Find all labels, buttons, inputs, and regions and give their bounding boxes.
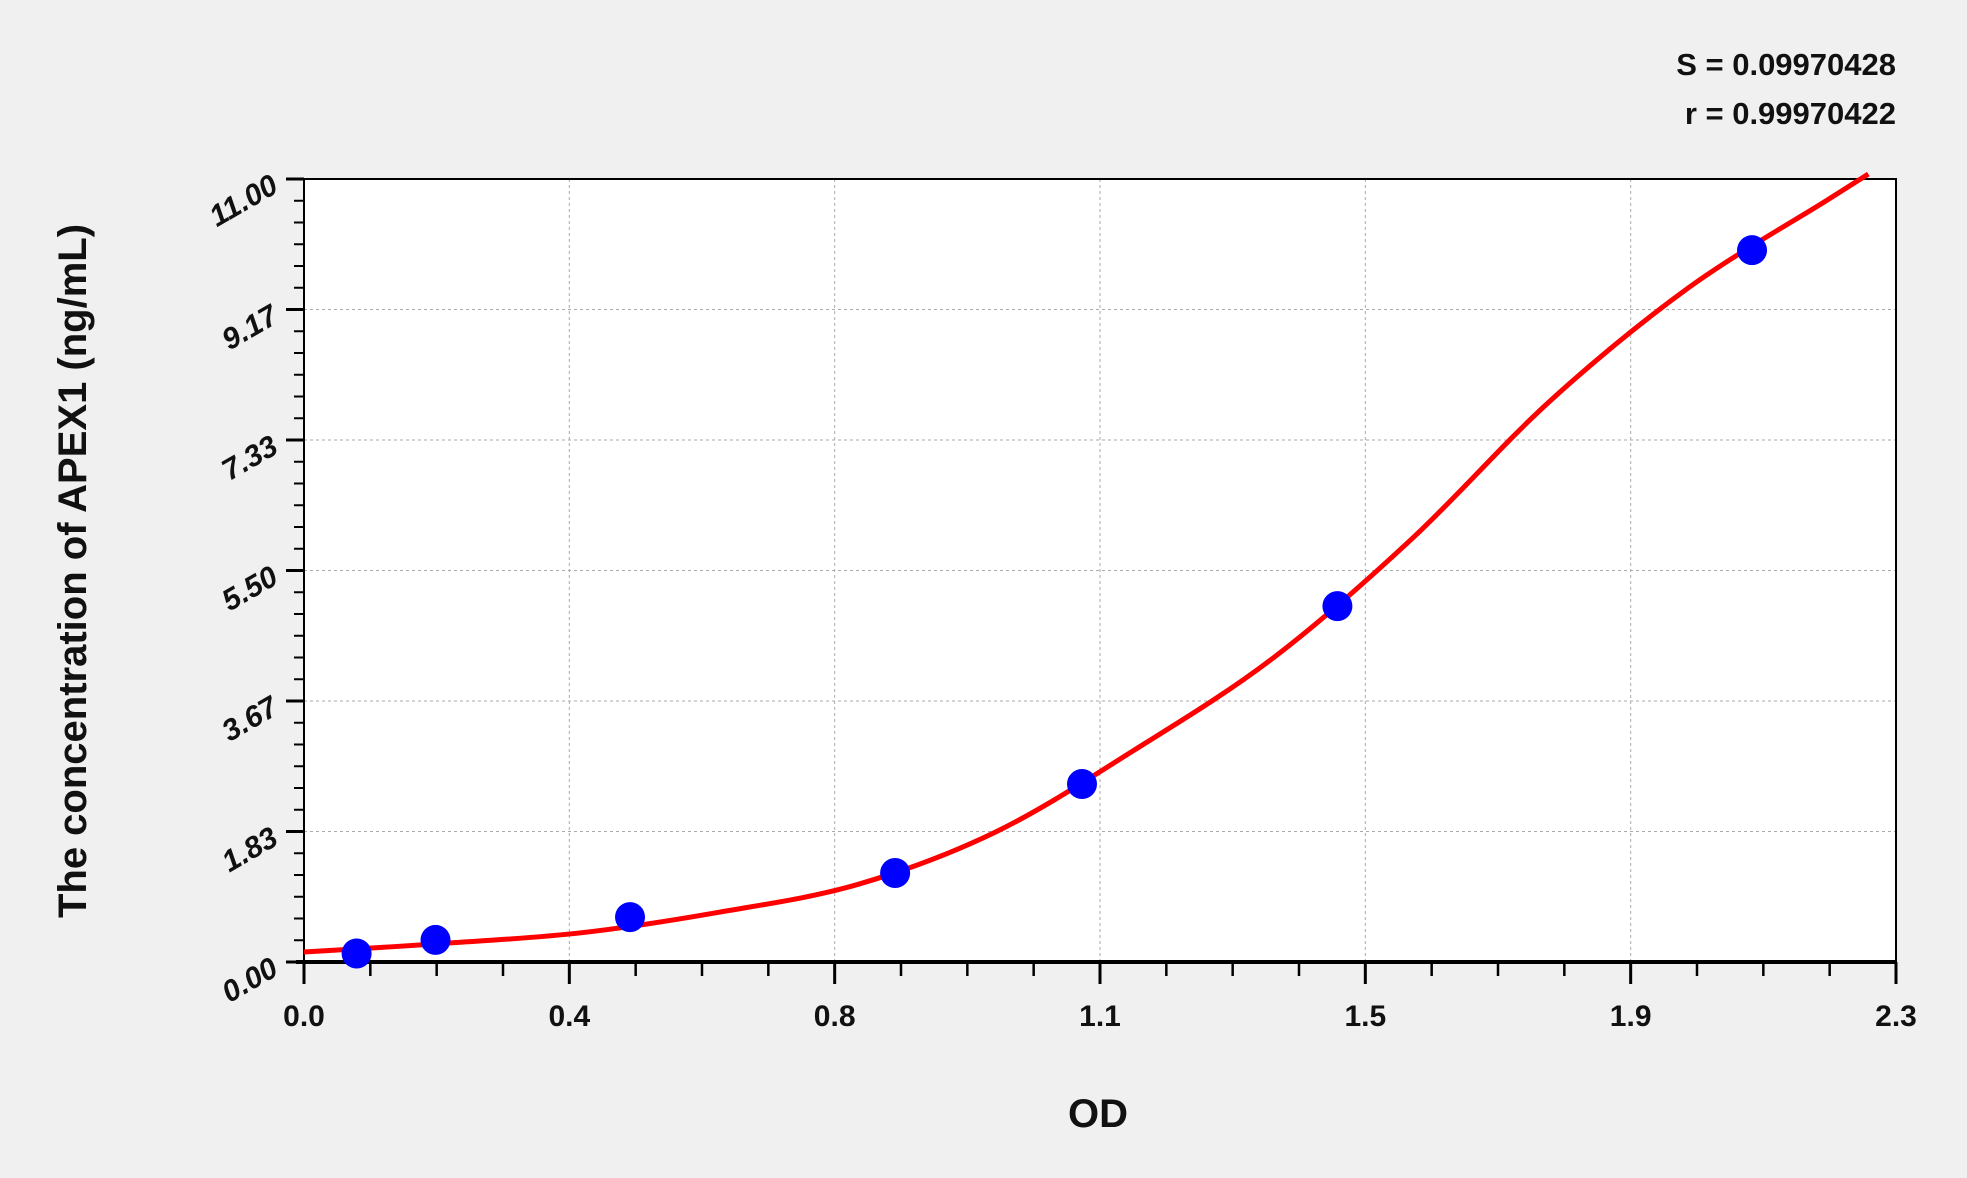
y-tick-label: 9.17 bbox=[216, 298, 284, 356]
y-tick-labels: 0.00 1.83 3.67 5.50 7.33 9.17 11.00 bbox=[204, 168, 285, 1009]
y-tick-label: 3.67 bbox=[216, 690, 284, 748]
data-points bbox=[341, 235, 1768, 969]
x-tick-label: 1.9 bbox=[1610, 1000, 1652, 1033]
y-tick-label: 7.33 bbox=[216, 429, 283, 487]
y-axis-label: The concentration of APEX1 (ng/mL) bbox=[51, 224, 95, 918]
x-tick-label: 1.1 bbox=[1079, 1000, 1121, 1033]
data-point bbox=[880, 858, 911, 889]
x-tick-labels: 0.0 0.4 0.8 1.1 1.5 1.9 2.3 bbox=[283, 1000, 1917, 1033]
y-tick-label: 5.50 bbox=[216, 560, 283, 618]
data-point bbox=[1322, 591, 1353, 622]
stat-r: r = 0.99970422 bbox=[1685, 96, 1896, 131]
x-tick-label: 0.0 bbox=[283, 1000, 325, 1033]
axis-ticks bbox=[286, 177, 1898, 984]
x-axis-label: OD bbox=[1068, 1092, 1128, 1136]
data-point bbox=[420, 924, 451, 955]
x-tick-label: 1.5 bbox=[1344, 1000, 1386, 1033]
x-tick-label: 0.8 bbox=[814, 1000, 856, 1033]
data-point bbox=[1737, 235, 1768, 266]
data-point bbox=[341, 938, 372, 969]
stat-s: S = 0.09970428 bbox=[1676, 47, 1896, 82]
y-tick-label: 0.00 bbox=[216, 951, 283, 1009]
y-tick-label: 11.00 bbox=[204, 168, 284, 233]
x-tick-label: 0.4 bbox=[548, 1000, 590, 1033]
y-tick-label: 1.83 bbox=[216, 821, 283, 879]
fit-curve bbox=[303, 171, 1870, 955]
data-point bbox=[615, 902, 646, 933]
x-tick-label: 2.3 bbox=[1875, 1000, 1917, 1033]
grid-lines bbox=[304, 179, 1896, 962]
data-point bbox=[1067, 769, 1098, 800]
